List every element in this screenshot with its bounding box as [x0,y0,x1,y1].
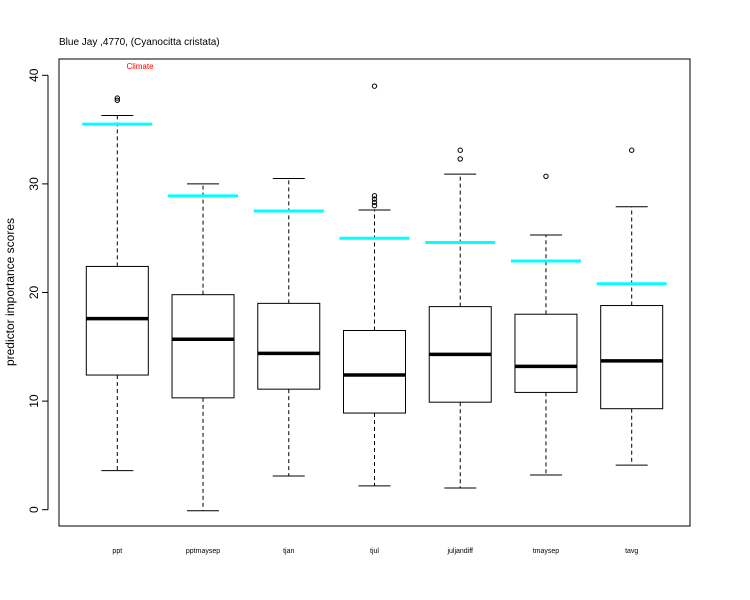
box-pptmaysep [171,294,235,399]
box-tjul [343,330,406,414]
y-tick-label: 30 [27,177,41,191]
plot-frame [58,58,691,527]
x-tick-label-pptmaysep: pptmaysep [186,548,220,555]
outlier-tjul [371,193,378,199]
x-tick-label-tmaysep: tmaysep [533,548,560,555]
y-tick-label: 10 [27,394,41,408]
x-tick-label-tjul: tjul [370,548,379,555]
outlier-ppt [114,95,120,101]
box-tjan [257,302,321,390]
outlier-juljandiff [457,147,463,153]
chart-title: Blue Jay ,4770, (Cyanocitta cristata) [59,37,220,48]
x-tick-label-tjan: tjan [283,548,294,555]
y-axis-label: predictor importance scores [3,218,17,366]
box-ppt [85,265,149,376]
outlier-tjul [371,199,378,206]
box-tavg [600,305,664,410]
outlier-tavg [629,147,635,153]
x-tick-label-ppt: ppt [112,548,122,555]
outlier-tjul [371,202,378,209]
y-tick-label: 40 [27,68,41,82]
x-tick-label-juljandiff: juljandiff [446,548,473,555]
x-tick-label-tavg: tavg [625,548,638,555]
outlier-tmaysep [543,173,549,179]
outlier-tjul [371,83,378,89]
y-tick-label: 20 [27,286,41,300]
outlier-ppt [114,97,120,103]
y-tick-label: 0 [27,506,41,513]
box-tmaysep [514,313,578,393]
outlier-tjul [371,196,378,202]
outlier-juljandiff [457,156,463,162]
chart-annotation: Climate [126,62,154,71]
